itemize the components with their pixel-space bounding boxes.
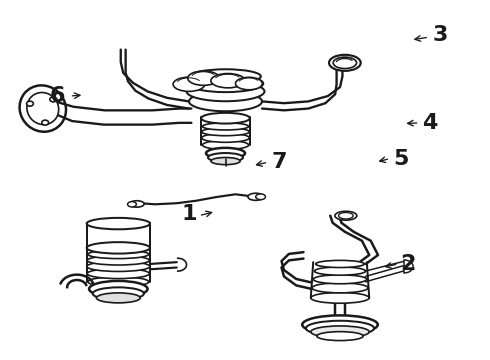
Ellipse shape [306, 321, 374, 336]
Ellipse shape [208, 153, 243, 162]
Ellipse shape [88, 250, 149, 258]
Ellipse shape [313, 275, 367, 284]
Ellipse shape [87, 269, 149, 279]
Ellipse shape [87, 261, 150, 271]
Ellipse shape [302, 315, 378, 334]
Ellipse shape [93, 287, 144, 300]
Circle shape [50, 97, 57, 102]
Text: 4: 4 [422, 113, 438, 133]
Ellipse shape [339, 212, 353, 219]
Ellipse shape [316, 260, 365, 267]
Ellipse shape [311, 326, 369, 338]
Ellipse shape [317, 332, 363, 341]
Ellipse shape [202, 128, 249, 136]
Ellipse shape [190, 69, 261, 84]
Text: 5: 5 [393, 149, 409, 168]
Ellipse shape [315, 267, 366, 275]
Ellipse shape [333, 57, 357, 68]
Ellipse shape [329, 55, 361, 71]
Ellipse shape [211, 157, 240, 165]
Ellipse shape [129, 201, 144, 207]
Ellipse shape [248, 193, 264, 201]
Ellipse shape [173, 77, 205, 91]
Ellipse shape [88, 277, 149, 287]
Ellipse shape [89, 281, 147, 297]
Text: 7: 7 [271, 152, 287, 172]
Ellipse shape [87, 242, 150, 253]
Ellipse shape [211, 73, 245, 88]
Circle shape [26, 101, 33, 106]
Ellipse shape [97, 293, 140, 303]
Ellipse shape [188, 75, 263, 92]
Ellipse shape [236, 77, 262, 90]
Ellipse shape [20, 85, 66, 132]
Ellipse shape [206, 148, 245, 158]
Ellipse shape [27, 93, 59, 125]
Ellipse shape [87, 256, 149, 265]
Ellipse shape [335, 211, 357, 220]
Text: 2: 2 [400, 254, 416, 274]
Circle shape [42, 120, 49, 125]
Ellipse shape [189, 91, 262, 111]
Ellipse shape [201, 113, 250, 123]
Ellipse shape [312, 283, 368, 293]
Text: 3: 3 [432, 25, 447, 45]
Ellipse shape [311, 293, 369, 303]
Ellipse shape [188, 71, 220, 85]
Ellipse shape [202, 140, 248, 149]
Ellipse shape [87, 218, 150, 229]
Ellipse shape [202, 134, 249, 142]
Ellipse shape [187, 82, 265, 101]
Ellipse shape [127, 202, 136, 207]
Text: 6: 6 [49, 86, 65, 106]
Ellipse shape [202, 123, 248, 130]
Ellipse shape [256, 194, 266, 200]
Text: 1: 1 [181, 204, 196, 224]
